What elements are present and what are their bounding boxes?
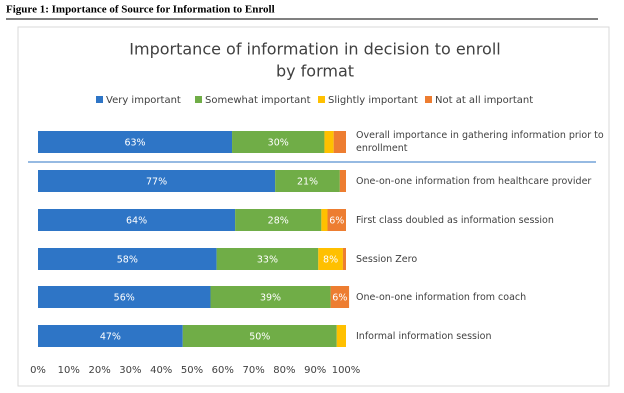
- data-label: 28%: [268, 216, 289, 227]
- category-label-box: One-on-one information from healthcare p…: [356, 175, 592, 187]
- category-label: One-on-one information from coach: [356, 291, 527, 303]
- data-label: 63%: [124, 138, 145, 149]
- bar-segment: [339, 170, 346, 192]
- data-label: 21%: [297, 177, 318, 188]
- bar-segment: [324, 131, 334, 153]
- bar-segment: [330, 286, 350, 308]
- bar-segment: [342, 248, 346, 270]
- legend-swatch: [96, 96, 103, 103]
- legend-swatch: [195, 96, 202, 103]
- x-tick-label: 40%: [150, 365, 172, 376]
- bar-segment: [336, 325, 346, 347]
- bar-segment: [216, 248, 319, 270]
- bar-segment: [321, 209, 328, 231]
- legend-label: Somewhat important: [205, 95, 311, 106]
- category-label: One-on-one information from healthcare p…: [356, 175, 592, 187]
- bar-segment: [235, 209, 322, 231]
- x-tick-label: 20%: [88, 365, 110, 376]
- legend-label: Not at all important: [435, 95, 533, 106]
- x-tick-label: 50%: [181, 365, 203, 376]
- bar-segment: [318, 248, 343, 270]
- x-tick-label: 0%: [30, 365, 46, 376]
- data-label: 77%: [146, 177, 167, 188]
- legend-swatch: [425, 96, 432, 103]
- x-tick-label: 30%: [119, 365, 141, 376]
- data-label: 39%: [260, 293, 281, 304]
- bar-segment: [38, 170, 276, 192]
- data-label: 58%: [117, 255, 138, 266]
- category-label-box: Informal information session: [356, 330, 492, 342]
- data-label: 64%: [126, 216, 147, 227]
- data-label: 30%: [268, 138, 289, 149]
- category-label: Overall importance in gathering informat…: [356, 130, 604, 154]
- bar-segment: [38, 248, 217, 270]
- bar-segment: [182, 325, 337, 347]
- chart-title: Importance of information in decision to…: [129, 40, 500, 59]
- data-label: 6%: [332, 293, 347, 304]
- bar-segment: [232, 131, 325, 153]
- bar-segment: [38, 286, 211, 308]
- category-label-box: First class doubled as information sessi…: [356, 214, 554, 226]
- legend-swatch: [318, 96, 325, 103]
- category-label-box: One-on-one information from coach: [356, 291, 527, 303]
- x-tick-label: 80%: [273, 365, 295, 376]
- bar-segment: [38, 131, 233, 153]
- data-label: 8%: [323, 255, 338, 266]
- category-label: Session Zero: [356, 253, 418, 265]
- bar-segment: [210, 286, 331, 308]
- x-tick-label: 10%: [58, 365, 80, 376]
- bar-segment: [38, 325, 183, 347]
- bar-segment: [275, 170, 340, 192]
- x-tick-label: 100%: [332, 365, 361, 376]
- x-tick-label: 70%: [242, 365, 264, 376]
- x-tick-label: 60%: [212, 365, 234, 376]
- category-label: First class doubled as information sessi…: [356, 214, 554, 226]
- data-label: 50%: [249, 332, 270, 343]
- bar-segment: [327, 209, 346, 231]
- data-label: 33%: [257, 255, 278, 266]
- bar-segment: [333, 131, 346, 153]
- data-label: 6%: [329, 216, 344, 227]
- x-tick-label: 90%: [304, 365, 326, 376]
- category-label-box: Overall importance in gathering informat…: [356, 130, 604, 154]
- chart-subtitle: by format: [276, 62, 354, 81]
- bar-segment: [38, 209, 236, 231]
- category-label-box: Session Zero: [356, 253, 418, 265]
- legend-label: Very important: [106, 95, 181, 106]
- legend-label: Slightly important: [328, 95, 418, 106]
- data-label: 47%: [100, 332, 121, 343]
- figure-caption: Figure 1: Importance of Source for Infor…: [6, 4, 275, 16]
- data-label: 56%: [114, 293, 135, 304]
- category-label: Informal information session: [356, 330, 492, 342]
